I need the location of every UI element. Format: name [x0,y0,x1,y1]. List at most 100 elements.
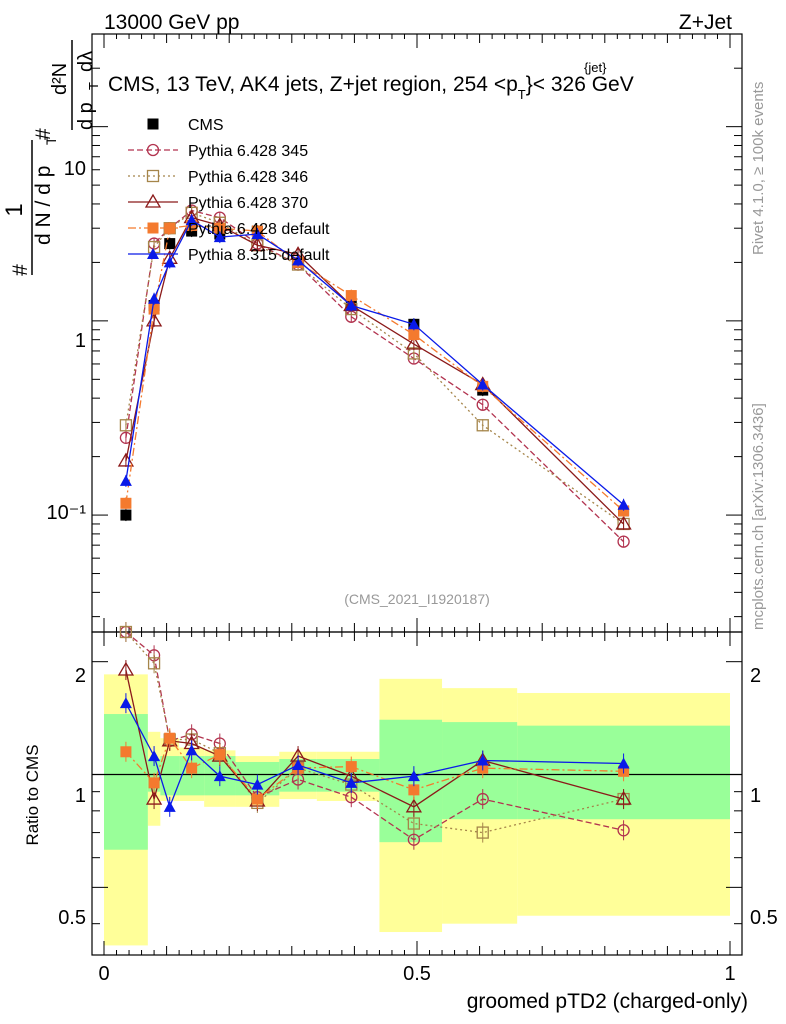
ratio-point-pythia-8-315-default [213,770,226,782]
main-series [117,204,632,548]
point-pythia-8-315-default [617,498,630,510]
ylabel-right-den: d p [75,102,97,130]
ratio-point-pythia-8-315-default [345,776,358,788]
rivet-label: Rivet 4.1.0, ≥ 100k events [750,82,767,255]
x-tick-label-1: 0.5 [403,963,431,985]
point-pythia-6-428-default [164,222,176,234]
ratio-point-pythia-8-315-default [292,759,305,771]
title-main: CMS, 13 TeV, AK4 jets, Z+jet region, 254… [108,73,518,96]
ratio-point-pythia-6-428-default [186,762,198,774]
point-pythia-6-428-default [120,497,132,509]
ratio-point-pythia-6-428-346 [147,657,161,670]
ratio-point-pythia-6-428-default [345,761,357,773]
ratio-point-pythia-8-315-default [148,750,161,762]
point-pythia-8-315-default [292,254,305,266]
ratio-tick-label-right-0: 0.5 [750,907,778,929]
title-end: }< 326 GeV [526,73,634,96]
title-sub: T [518,87,526,102]
point-pythia-8-315-default [476,378,489,390]
ratio-point-pythia-6-428-345 [476,792,489,806]
point-pythia-8-315-default [119,474,132,486]
title-sup: {jet} [584,60,607,75]
ratio-point-pythia-6-428-default [408,784,420,796]
legend-label-pythia-8-315-default: Pythia 8.315 default [188,247,330,264]
legend: CMS Pythia 6.428 345 Pythia 6.428 346 Pythi… [128,117,330,264]
ratio-point-pythia-6-428-default [120,746,132,758]
legend-marker-pythia-6-428-default [147,222,159,234]
ratio-band-inner [104,714,148,850]
ratio-tick-label-left-0: 0.5 [58,907,86,929]
point-pythia-8-315-default [407,318,420,330]
ylabel-hash: # [9,264,32,276]
point-pythia-8-315-default [251,228,264,240]
ratio-point-pythia-6-428-370 [117,661,135,676]
point-pythia-6-428-345 [476,398,489,411]
ylabel-hash-2: # [32,128,55,140]
point-pythia-8-315-default [163,256,176,268]
ratio-point-pythia-6-428-370 [145,790,163,805]
ratio-point-pythia-6-428-default [214,749,226,761]
analysis-id: (CMS_2021_I1920187) [344,591,490,607]
ratio-point-pythia-8-315-default [163,800,176,812]
y-tick-label-0: 10⁻¹ [47,502,87,524]
ratio-point-pythia-8-315-default [617,757,630,769]
header-left: 13000 GeV pp [104,11,239,34]
ratio-tick-labels: 0.5 1 2 0.5 1 2 [58,665,778,929]
ylabel-right-num: d²N [49,63,71,95]
legend-marker-pythia-6-428-346 [146,169,160,183]
point-pythia-6-428-default [214,222,226,234]
ratio-point-pythia-6-428-346 [119,625,133,639]
point-pythia-6-428-default [618,505,630,517]
ratio-point-pythia-6-428-370 [405,798,423,813]
main-ylabel: # 1 d N / d p T # d²N d p T dλ [1,40,101,276]
x-tick-label-2: 1 [724,963,735,985]
ylabel-right-den-end: dλ [75,51,97,72]
y-tick-label-2: 10 [64,158,86,180]
ylabel-den-sub: T [43,136,59,145]
ratio-band-inner [160,756,180,796]
legend-label-cms: CMS [188,117,224,134]
legend-marker-pythia-8-315-default [147,248,159,259]
point-pythia-6-428-370 [615,515,632,530]
ratio-point-pythia-6-428-default [164,732,176,744]
point-cms [120,509,132,521]
ratio-tick-label-right-2: 2 [750,665,761,687]
point-pythia-6-428-346 [476,419,489,432]
point-pythia-8-315-default [148,292,161,304]
point-pythia-6-428-default [148,303,160,315]
ratio-point-pythia-8-315-default [185,744,198,756]
ratio-point-pythia-8-315-default [407,770,420,782]
chart-title: CMS, 13 TeV, AK4 jets, Z+jet region, 254… [108,73,634,102]
legend-marker-pythia-6-428-345 [146,143,160,157]
legend-label-pythia-6-428-default: Pythia 6.428 default [188,221,330,238]
legend-label-pythia-6-428-345: Pythia 6.428 345 [188,143,308,160]
ratio-point-pythia-8-315-default [251,778,264,790]
ratio-series [117,622,632,850]
ratio-point-pythia-6-428-370 [615,790,632,805]
point-pythia-6-428-346 [119,419,133,432]
x-tick-labels: 0 0.5 1 [98,963,735,985]
header-right: Z+Jet [679,11,732,34]
axes [91,33,743,956]
ratio-point-pythia-6-428-346 [407,817,421,830]
legend-marker-cms [147,118,159,130]
point-pythia-6-428-default [408,329,420,341]
point-pythia-8-315-default [213,231,226,243]
ratio-tick-label-left-2: 2 [75,665,86,687]
ratio-tick-label-right-1: 1 [750,785,761,807]
point-pythia-6-428-345 [617,535,630,548]
point-pythia-8-315-default [185,214,198,226]
ratio-point-pythia-6-428-346 [476,826,489,839]
point-pythia-6-428-370 [405,335,423,350]
point-cms [164,238,176,250]
ylabel-right-den-sub: T [86,82,101,90]
ratio-point-pythia-6-428-345 [407,833,421,846]
ratio-point-pythia-8-315-default [119,697,132,709]
ratio-bands [104,674,730,946]
ratio-point-pythia-6-428-345 [617,824,630,837]
y-tick-label-1: 1 [75,330,86,352]
mcplots-label: mcplots.cern.ch [arXiv:1306.3436] [750,403,767,630]
ratio-ylabel: Ratio to CMS [23,744,42,845]
legend-label-pythia-6-428-346: Pythia 6.428 346 [188,169,308,186]
xlabel: groomed pTD2 (charged-only) [467,990,748,1013]
